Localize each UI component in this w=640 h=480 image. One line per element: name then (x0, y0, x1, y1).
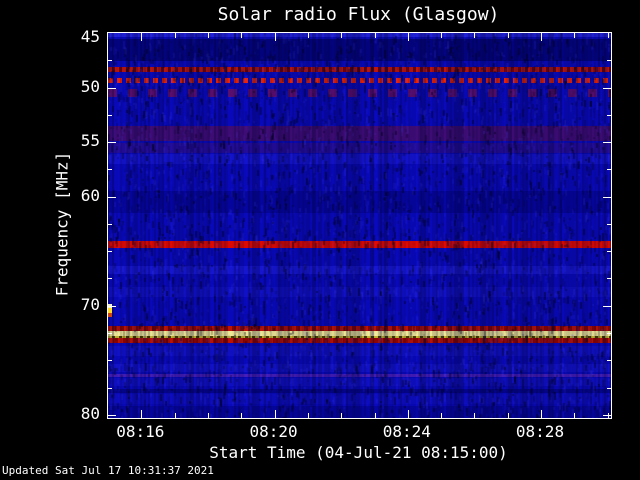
y-axis-tick (607, 388, 611, 389)
x-axis-tick (508, 33, 509, 38)
y-axis-tick (108, 169, 112, 170)
y-axis-label: Frequency [MHz] (53, 152, 72, 297)
y-axis-tick (108, 224, 112, 225)
y-axis-tick (607, 169, 611, 170)
point-burst-08:15-70MHz (108, 313, 112, 317)
x-axis-tick (341, 413, 342, 418)
x-tick-label: 08:20 (234, 422, 314, 441)
y-tick-label: 50 (0, 78, 100, 96)
x-axis-tick (441, 413, 442, 418)
x-axis-tick (574, 33, 575, 38)
x-tick-label: 08:16 (100, 422, 180, 441)
y-axis-tick (108, 333, 112, 334)
x-axis-tick (474, 413, 475, 418)
x-axis-tick (341, 33, 342, 38)
y-tick-label: 70 (0, 296, 100, 314)
x-axis-tick (175, 413, 176, 418)
x-axis-tick (308, 33, 309, 38)
chart-title: Solar radio Flux (Glasgow) (107, 4, 610, 25)
y-axis-tick (607, 251, 611, 252)
y-axis-tick (108, 360, 112, 361)
x-axis-tick (375, 413, 376, 418)
x-axis-tick (441, 33, 442, 38)
y-axis-tick (603, 306, 611, 307)
x-axis-tick (574, 413, 575, 418)
y-axis-tick (607, 333, 611, 334)
x-axis-tick (241, 413, 242, 418)
x-axis-tick (541, 33, 542, 41)
y-axis-tick (607, 360, 611, 361)
x-axis-tick (275, 33, 276, 41)
y-tick-label: 80 (0, 405, 100, 423)
y-tick-label: 60 (0, 187, 100, 205)
y-axis-tick (603, 197, 611, 198)
y-axis-tick (108, 251, 112, 252)
y-axis-tick (607, 115, 611, 116)
x-axis-tick (141, 33, 142, 41)
x-axis-tick (208, 33, 209, 38)
x-axis-tick (375, 33, 376, 38)
y-axis-tick (108, 197, 116, 198)
x-tick-label: 08:28 (500, 422, 580, 441)
y-axis-tick (108, 415, 116, 416)
y-axis-tick (603, 142, 611, 143)
y-axis-tick (603, 88, 611, 89)
x-axis-tick (541, 410, 542, 418)
x-axis-tick (275, 410, 276, 418)
x-axis-label: Start Time (04-Jul-21 08:15:00) (107, 443, 610, 462)
y-axis-tick (108, 278, 112, 279)
x-axis-tick (308, 413, 309, 418)
x-axis-tick (175, 33, 176, 38)
x-axis-tick (408, 410, 409, 418)
spectrogram-figure: Solar radio Flux (Glasgow) Frequency [MH… (0, 0, 640, 480)
y-axis-tick (108, 388, 112, 389)
x-axis-tick (241, 33, 242, 38)
x-tick-label: 08:24 (367, 422, 447, 441)
x-axis-tick (608, 33, 609, 38)
x-axis-tick (474, 33, 475, 38)
y-axis-tick (607, 278, 611, 279)
y-axis-tick (108, 88, 116, 89)
x-axis-tick (508, 413, 509, 418)
y-axis-tick (108, 60, 112, 61)
y-axis-tick (607, 60, 611, 61)
y-tick-label: 55 (0, 132, 100, 150)
x-axis-tick (141, 410, 142, 418)
spectrogram-plot (107, 32, 612, 419)
y-tick-label: 45 (0, 28, 100, 46)
y-axis-tick (607, 224, 611, 225)
noise-texture (108, 33, 611, 418)
x-axis-tick (408, 33, 409, 41)
y-axis-tick (108, 115, 112, 116)
y-axis-tick (108, 142, 116, 143)
x-axis-tick (208, 413, 209, 418)
updated-timestamp: Updated Sat Jul 17 10:31:37 2021 (2, 464, 214, 477)
x-axis-tick (608, 413, 609, 418)
y-axis-tick (108, 306, 116, 307)
